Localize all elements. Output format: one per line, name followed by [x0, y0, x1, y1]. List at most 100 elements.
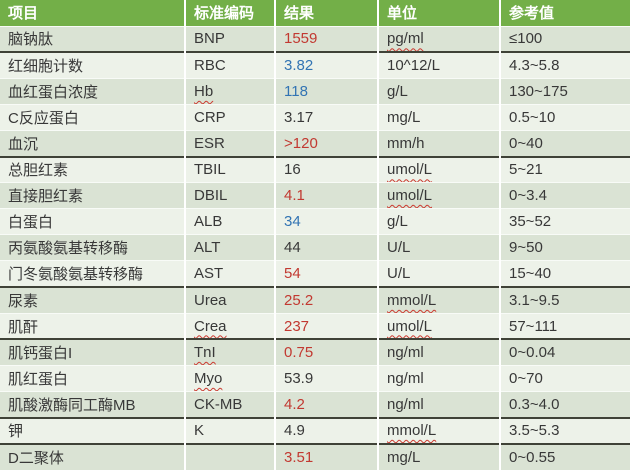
cell-text: AST: [194, 265, 224, 283]
unit-cell: U/L: [377, 260, 500, 288]
item-name-cell: 直接胆红素: [0, 182, 185, 209]
cell-text: 血红蛋白浓度: [8, 83, 99, 101]
table-row: C反应蛋白 CRP 3.17 mg/L 0.5~10: [0, 103, 630, 131]
code-cell: TnI: [184, 338, 275, 366]
cell-text: g/L: [387, 82, 408, 100]
spellcheck-underlined-text: pg/ml: [387, 30, 424, 48]
unit-cell: mmol/L: [377, 286, 500, 314]
column-header-reference: 参考值: [499, 0, 630, 26]
table-row: 肌红蛋白 Myo 53.9 ng/ml 0~70: [0, 364, 630, 392]
reference-cell: 5~21: [499, 155, 630, 183]
item-name-cell: 丙氨酸氨基转移酶: [0, 234, 185, 261]
spellcheck-underlined-text: umol/L: [387, 187, 433, 205]
code-cell: [184, 442, 275, 470]
reference-cell: 0.5~10: [499, 103, 630, 131]
code-cell: DBIL: [184, 182, 275, 209]
cell-text: 237: [284, 317, 310, 335]
result-cell: 0.75: [274, 338, 378, 366]
result-cell: 4.9: [274, 416, 378, 444]
cell-text: ALT: [194, 239, 221, 257]
cell-text: 4.1: [284, 187, 305, 205]
header-row: 项目 标准编码 结果 单位 参考值: [0, 0, 630, 26]
cell-text: 0~3.4: [509, 187, 547, 205]
spellcheck-underlined-text: Crea: [194, 317, 227, 335]
cell-text: 0~0.04: [509, 344, 556, 362]
code-cell: RBC: [184, 51, 275, 79]
cell-text: C反应蛋白: [8, 109, 79, 127]
cell-text: 总胆红素: [8, 162, 69, 180]
column-header-code: 标准编码: [184, 0, 275, 26]
unit-cell: mm/h: [377, 129, 500, 157]
result-cell: 16: [274, 155, 378, 183]
cell-text: D二聚体: [8, 449, 64, 467]
result-cell: 4.1: [274, 182, 378, 209]
table-header: 项目 标准编码 结果 单位 参考值: [0, 0, 630, 26]
cell-text: 血沉: [8, 135, 39, 153]
reference-cell: 0.3~4.0: [499, 391, 630, 418]
column-header-unit: 单位: [377, 0, 500, 26]
item-name-cell: 肌酸激酶同工酶MB: [0, 391, 185, 418]
cell-text: ng/ml: [387, 344, 424, 362]
cell-text: 丙氨酸氨基转移酶: [8, 240, 129, 258]
code-cell: ESR: [184, 129, 275, 157]
item-name-cell: 脑钠肽: [0, 25, 185, 53]
cell-text: 1559: [284, 30, 318, 48]
unit-cell: umol/L: [377, 155, 500, 183]
result-cell: 44: [274, 234, 378, 261]
cell-text: 10^12/L: [387, 56, 440, 74]
cell-text: 3.82: [284, 56, 314, 74]
reference-cell: 3.5~5.3: [499, 416, 630, 444]
cell-text: 35~52: [509, 213, 552, 231]
cell-text: CRP: [194, 108, 226, 126]
cell-text: 直接胆红素: [8, 188, 84, 206]
cell-text: ng/ml: [387, 369, 424, 387]
item-name-cell: 白蛋白: [0, 208, 185, 235]
cell-text: 3.17: [284, 108, 314, 126]
table-row: 总胆红素 TBIL 16 umol/L 5~21: [0, 155, 630, 183]
spellcheck-underlined-text: Hb: [194, 82, 214, 100]
item-name-cell: 尿素: [0, 286, 185, 314]
result-cell: 4.2: [274, 391, 378, 418]
code-cell: Myo: [184, 364, 275, 392]
unit-cell: ng/ml: [377, 391, 500, 418]
unit-cell: umol/L: [377, 312, 500, 340]
item-name-cell: 肌红蛋白: [0, 364, 185, 392]
table-body: 脑钠肽 BNP 1559 pg/ml ≤100 红细胞计数 RBC 3.82 10^12/L 4.…: [0, 25, 630, 470]
table-row: 肌酐 Crea 237 umol/L 57~111: [0, 312, 630, 340]
code-cell: AST: [184, 260, 275, 288]
result-cell: 237: [274, 312, 378, 340]
table-row: 直接胆红素 DBIL 4.1 umol/L 0~3.4: [0, 182, 630, 209]
code-cell: CRP: [184, 103, 275, 131]
code-cell: BNP: [184, 25, 275, 53]
reference-cell: 0~3.4: [499, 182, 630, 209]
cell-text: 钾: [8, 423, 24, 441]
table-row: 脑钠肽 BNP 1559 pg/ml ≤100: [0, 25, 630, 53]
cell-text: 3.5~5.3: [509, 422, 560, 440]
unit-cell: ng/ml: [377, 338, 500, 366]
item-name-cell: 血沉: [0, 129, 185, 157]
cell-text: ALB: [194, 213, 223, 231]
unit-cell: umol/L: [377, 182, 500, 209]
reference-cell: 4.3~5.8: [499, 51, 630, 79]
cell-text: DBIL: [194, 187, 228, 205]
cell-text: ESR: [194, 134, 225, 152]
cell-text: BNP: [194, 30, 225, 48]
cell-text: 肌酐: [8, 318, 39, 336]
unit-cell: 10^12/L: [377, 51, 500, 79]
cell-text: >120: [284, 134, 318, 152]
code-cell: ALB: [184, 208, 275, 235]
cell-text: g/L: [387, 213, 408, 231]
cell-text: 0.5~10: [509, 108, 556, 126]
unit-cell: mg/L: [377, 442, 500, 470]
reference-cell: 57~111: [499, 312, 630, 340]
cell-text: 9~50: [509, 239, 543, 257]
result-cell: 25.2: [274, 286, 378, 314]
reference-cell: 15~40: [499, 260, 630, 288]
reference-cell: 0~0.04: [499, 338, 630, 366]
cell-text: 4.9: [284, 422, 305, 440]
cell-text: 34: [284, 213, 301, 231]
table-row: 门冬氨酸氨基转移酶 AST 54 U/L 15~40: [0, 260, 630, 288]
reference-cell: 130~175: [499, 77, 630, 105]
cell-text: 118: [284, 82, 308, 100]
cell-text: 25.2: [284, 291, 314, 309]
